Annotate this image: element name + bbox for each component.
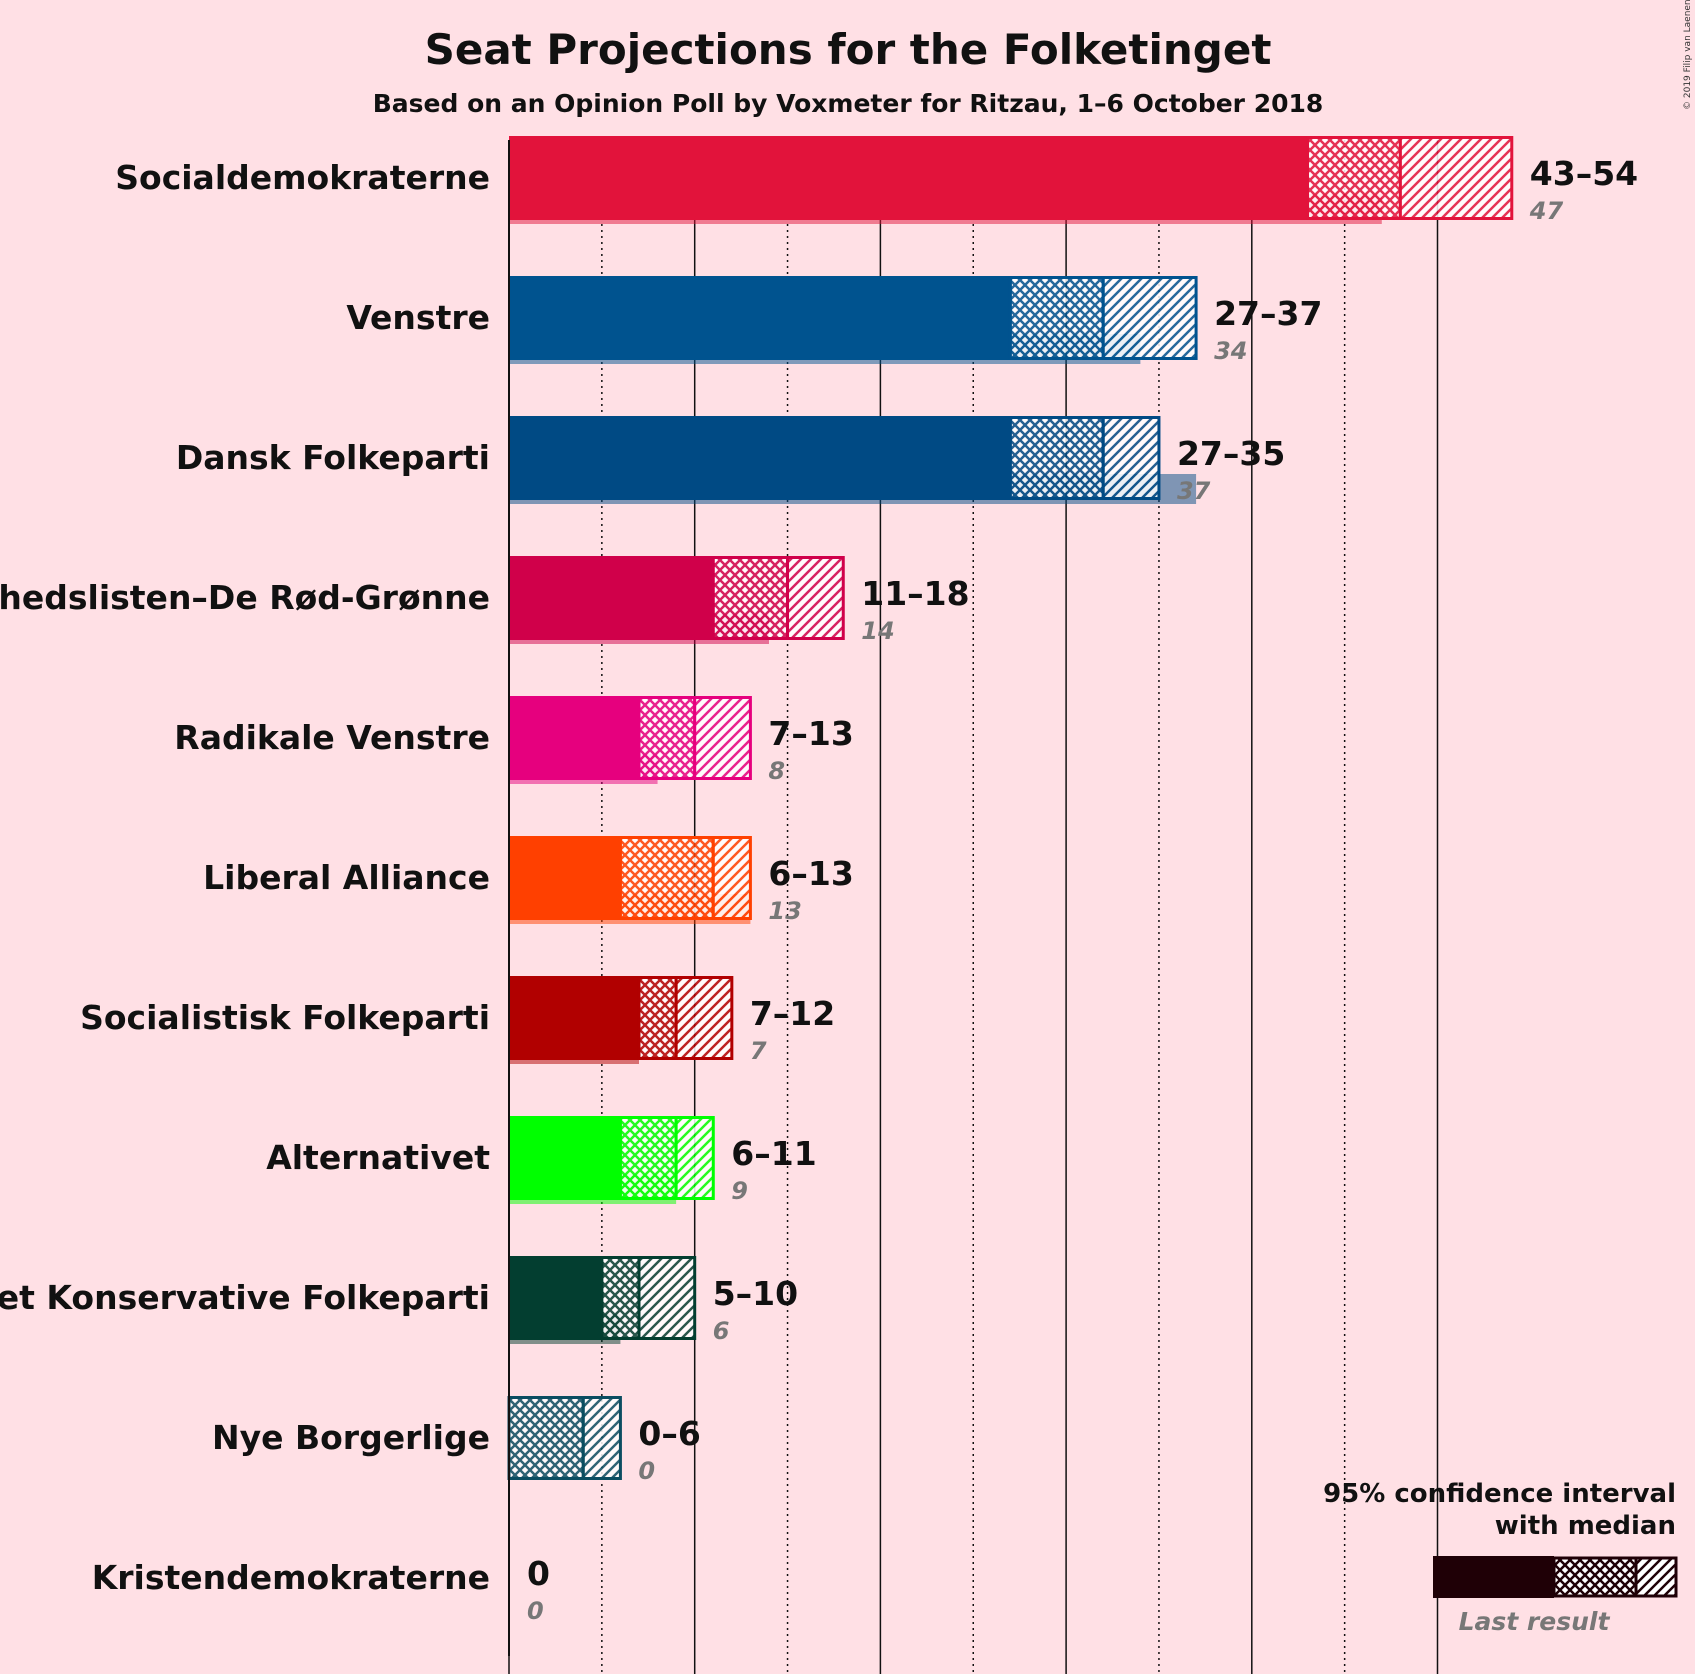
party-row	[509, 836, 752, 924]
last-result-label: 0	[638, 1457, 655, 1485]
seat-range-label: 7–13	[768, 714, 853, 753]
ci-lower-half	[618, 1116, 678, 1200]
ci-lower-half	[711, 556, 790, 640]
party-name-label: Venstre	[346, 298, 490, 337]
ci-solid-bar	[509, 1256, 602, 1340]
seat-range-label: 0–6	[638, 1414, 700, 1453]
ci-lower-half	[1008, 416, 1105, 500]
last-result-label: 47	[1529, 197, 1564, 225]
ci-solid-bar	[509, 556, 714, 640]
ci-upper-half	[693, 696, 752, 780]
ci-solid-bar	[509, 416, 1011, 500]
ci-solid-bar	[509, 276, 1011, 360]
ci-solid-bar	[509, 136, 1308, 220]
ci-lower-half	[507, 1396, 585, 1480]
ci-solid-bar	[509, 696, 639, 780]
party-row	[509, 276, 1198, 364]
party-name-label: Liberal Alliance	[203, 858, 490, 897]
ci-solid-bar	[509, 976, 639, 1060]
seat-range-label: 27–35	[1177, 434, 1285, 473]
legend-ci-crosshatch	[1552, 1556, 1638, 1598]
party-name-label: Kristendemokraterne	[92, 1558, 490, 1597]
ci-upper-half	[674, 976, 734, 1060]
party-name-label: Socialistisk Folkeparti	[80, 998, 490, 1037]
seat-range-label: 11–18	[861, 574, 969, 613]
ci-solid-bar	[509, 1116, 621, 1200]
legend-title-line2: with median	[1495, 1511, 1676, 1541]
seat-range-label: 5–10	[713, 1274, 798, 1313]
party-row	[509, 976, 734, 1064]
ci-upper-half	[711, 836, 752, 920]
last-result-label: 9	[731, 1177, 748, 1205]
seat-range-label: 7–12	[750, 994, 835, 1033]
party-row	[507, 1396, 622, 1480]
chart-subtitle: Based on an Opinion Poll by Voxmeter for…	[373, 89, 1324, 118]
seat-range-label: 0	[527, 1554, 550, 1593]
ci-lower-half	[1008, 276, 1105, 360]
party-row	[509, 556, 845, 644]
party-row	[509, 416, 1197, 504]
legend-ci-solid	[1433, 1556, 1554, 1598]
party-name-label: Dansk Folkeparti	[176, 438, 490, 477]
ci-upper-half	[1398, 136, 1514, 220]
labels: Socialdemokraterne 43–54 47 Venstre 27–37 34 D…	[0, 154, 1638, 1625]
party-name-label: Det Konservative Folkeparti	[0, 1278, 490, 1317]
last-result-label: 37	[1177, 477, 1211, 505]
party-name-label: Enhedslisten–De Rød-Grønne	[0, 578, 490, 617]
chart-title: Seat Projections for the Folketinget	[425, 25, 1272, 74]
ci-upper-half	[637, 1256, 697, 1340]
legend: 95% confidence interval with median Last…	[1323, 1479, 1678, 1636]
party-name-label: Nye Borgerlige	[212, 1418, 490, 1457]
party-row	[509, 696, 752, 784]
seat-range-label: 6–13	[768, 854, 853, 893]
party-row	[509, 136, 1514, 224]
last-result-label: 8	[768, 757, 785, 785]
last-result-label: 6	[713, 1317, 730, 1345]
ci-lower-half	[618, 836, 715, 920]
last-result-label: 7	[750, 1037, 767, 1065]
last-result-label: 0	[527, 1597, 544, 1625]
last-result-label: 34	[1214, 337, 1247, 365]
party-name-label: Alternativet	[266, 1138, 490, 1177]
party-row	[509, 1256, 697, 1344]
legend-last-result-label: Last result	[1459, 1607, 1611, 1636]
party-row	[509, 1116, 715, 1204]
ci-upper-half	[581, 1396, 622, 1480]
ci-upper-half	[1101, 416, 1161, 500]
ci-upper-half	[786, 556, 845, 640]
ci-solid-bar	[509, 836, 621, 920]
last-result-label: 13	[768, 897, 801, 925]
seat-range-label: 27–37	[1214, 294, 1322, 333]
ci-upper-half	[1101, 276, 1198, 360]
legend-title-line1: 95% confidence interval	[1323, 1479, 1676, 1509]
legend-ci-hatch	[1634, 1556, 1678, 1598]
party-name-label: Socialdemokraterne	[115, 158, 490, 197]
ci-lower-half	[600, 1256, 641, 1340]
last-result-label: 14	[861, 617, 894, 645]
party-name-label: Radikale Venstre	[174, 718, 490, 757]
copyright-notice: © 2019 Filip van Laenen	[1683, 0, 1693, 110]
bars	[507, 136, 1514, 1480]
ci-lower-half	[637, 696, 697, 780]
seat-range-label: 43–54	[1530, 154, 1638, 193]
ci-lower-half	[1306, 136, 1402, 220]
ci-upper-half	[674, 1116, 715, 1200]
ci-lower-half	[637, 976, 678, 1060]
seat-range-label: 6–11	[731, 1134, 816, 1173]
